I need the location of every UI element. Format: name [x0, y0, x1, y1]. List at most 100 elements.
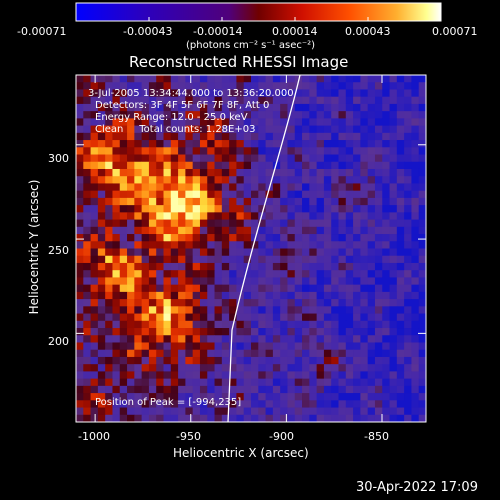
heatmap-cell	[360, 226, 369, 235]
heatmap-cell	[185, 393, 194, 401]
heatmap-cell	[141, 364, 150, 372]
heatmap-cell	[331, 342, 339, 351]
heatmap-cell	[163, 262, 172, 271]
heatmap-cell	[76, 299, 84, 307]
heatmap-cell	[265, 226, 274, 235]
heatmap-cell	[382, 111, 390, 119]
heatmap-cell	[323, 356, 332, 365]
heatmap-cell	[374, 342, 383, 351]
heatmap-cell	[338, 255, 347, 264]
heatmap-cell	[382, 140, 390, 148]
heatmap-cell	[83, 226, 91, 235]
heatmap-cell	[251, 168, 259, 177]
heatmap-cell	[199, 161, 208, 170]
heatmap-cell	[338, 176, 347, 184]
heatmap-cell	[163, 400, 172, 408]
heatmap-cell	[156, 111, 164, 119]
heatmap-cell	[141, 262, 150, 271]
heatmap-cell	[243, 197, 252, 206]
heatmap-cell	[243, 118, 252, 127]
heatmap-cell	[411, 349, 420, 358]
heatmap-cell	[76, 176, 84, 184]
heatmap-cell	[418, 125, 427, 134]
heatmap-cell	[316, 407, 325, 416]
heatmap-cell	[345, 241, 354, 249]
heatmap-cell	[134, 96, 143, 105]
heatmap-cell	[243, 313, 252, 322]
heatmap-cell	[272, 132, 281, 141]
heatmap-cell	[331, 89, 339, 98]
heatmap-cell	[229, 226, 237, 235]
heatmap-cell	[134, 241, 143, 249]
heatmap-cell	[156, 313, 164, 322]
heatmap-cell	[141, 176, 150, 184]
heatmap-cell	[302, 313, 310, 322]
heatmap-cell	[192, 306, 201, 314]
heatmap-cell	[105, 176, 113, 184]
heatmap-cell	[207, 183, 215, 192]
heatmap-cell	[199, 306, 208, 314]
heatmap-cell	[389, 176, 398, 184]
heatmap-cell	[265, 241, 274, 249]
heatmap-cell	[367, 125, 376, 134]
heatmap-cell	[170, 132, 179, 141]
heatmap-cell	[287, 407, 296, 416]
heatmap-cell	[251, 161, 259, 170]
heatmap-cell	[360, 234, 369, 242]
heatmap-cell	[76, 125, 84, 134]
heatmap-cell	[141, 414, 150, 423]
heatmap-cell	[389, 118, 398, 127]
heatmap-cell	[243, 96, 252, 105]
heatmap-cell	[156, 299, 164, 307]
heatmap-cell	[76, 328, 84, 336]
heatmap-cell	[396, 342, 405, 351]
heatmap-cell	[294, 132, 303, 141]
heatmap-cell	[258, 132, 266, 141]
heatmap-cell	[170, 407, 179, 416]
heatmap-cell	[258, 400, 266, 408]
heatmap-cell	[287, 320, 296, 329]
x-tick-label-1: -950	[176, 430, 201, 443]
heatmap-cell	[229, 183, 237, 192]
heatmap-cell	[170, 248, 179, 257]
heatmap-cell	[374, 219, 383, 228]
heatmap-cell	[382, 234, 390, 242]
heatmap-cell	[331, 284, 339, 293]
heatmap-cell	[185, 335, 194, 343]
heatmap-cell	[119, 371, 128, 380]
heatmap-cell	[170, 349, 179, 358]
heatmap-cell	[251, 154, 259, 163]
heatmap-cell	[316, 400, 325, 408]
heatmap-cell	[199, 371, 208, 380]
heatmap-cell	[338, 103, 347, 112]
heatmap-cell	[185, 284, 194, 293]
heatmap-cell	[156, 205, 164, 213]
heatmap-cell	[148, 299, 157, 307]
heatmap-cell	[265, 125, 274, 134]
heatmap-cell	[367, 111, 376, 119]
colorbar-tick-1: -0.00043	[123, 25, 173, 38]
heatmap-cell	[302, 190, 310, 199]
heatmap-cell	[294, 212, 303, 220]
heatmap-cell	[345, 132, 354, 141]
heatmap-cell	[192, 284, 201, 293]
heatmap-cell	[382, 313, 390, 322]
heatmap-cell	[221, 335, 230, 343]
heatmap-cell	[97, 125, 106, 134]
heatmap-cell	[404, 89, 412, 98]
heatmap-cell	[236, 414, 245, 423]
heatmap-cell	[367, 75, 376, 83]
heatmap-cell	[382, 154, 390, 163]
heatmap-cell	[170, 328, 179, 336]
heatmap-cell	[119, 176, 128, 184]
heatmap-cell	[374, 385, 383, 394]
heatmap-cell	[229, 349, 237, 358]
heatmap-cell	[141, 248, 150, 257]
heatmap-cell	[287, 176, 296, 184]
heatmap-cell	[214, 176, 223, 184]
heatmap-cell	[170, 342, 179, 351]
heatmap-cell	[236, 393, 245, 401]
heatmap-cell	[156, 400, 164, 408]
heatmap-cell	[418, 161, 427, 170]
heatmap-cell	[199, 393, 208, 401]
